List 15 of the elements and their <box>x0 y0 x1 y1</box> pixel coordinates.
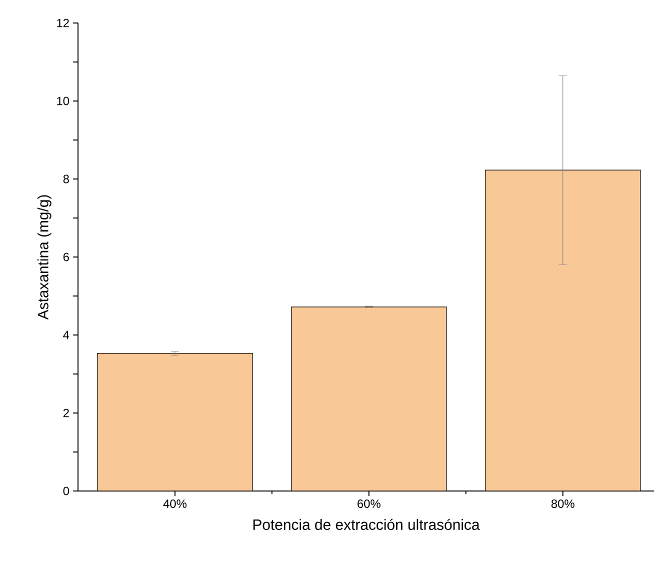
x-axis-title: Potencia de extracción ultrasónica <box>253 518 480 530</box>
x-tick-label: 40% <box>163 500 187 508</box>
y-tick-label: 8 <box>63 174 69 184</box>
bar <box>291 306 447 491</box>
y-tick-label: 12 <box>57 18 69 28</box>
bar <box>484 170 641 491</box>
y-tick-label: 6 <box>63 252 69 262</box>
x-tick-label: 80% <box>551 500 574 508</box>
y-tick-label: 10 <box>57 96 70 106</box>
y-axis-title: Astaxantina (mg/g) <box>37 195 52 320</box>
y-tick-label: 4 <box>63 330 70 340</box>
bar <box>97 353 253 491</box>
y-tick-label: 2 <box>63 408 69 418</box>
y-tick-label: 0 <box>63 486 70 496</box>
x-tick-label: 60% <box>358 500 380 508</box>
